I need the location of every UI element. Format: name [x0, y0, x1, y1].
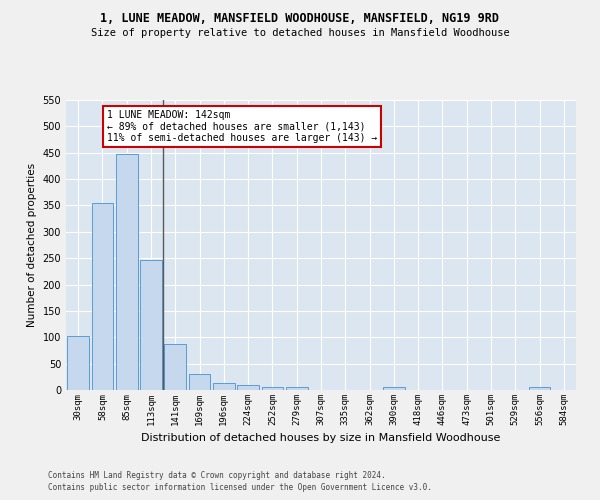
- Bar: [188, 374, 211, 390]
- Bar: [116, 154, 137, 390]
- Text: 1 LUNE MEADOW: 142sqm
← 89% of detached houses are smaller (1,143)
11% of semi-d: 1 LUNE MEADOW: 142sqm ← 89% of detached …: [107, 110, 377, 144]
- Bar: [262, 387, 283, 390]
- Bar: [140, 260, 162, 390]
- Bar: [164, 344, 186, 390]
- Bar: [91, 204, 113, 390]
- Text: Contains public sector information licensed under the Open Government Licence v3: Contains public sector information licen…: [48, 484, 432, 492]
- Y-axis label: Number of detached properties: Number of detached properties: [27, 163, 37, 327]
- Bar: [237, 386, 259, 390]
- Bar: [383, 387, 405, 390]
- Bar: [213, 383, 235, 390]
- Bar: [67, 336, 89, 390]
- Text: Size of property relative to detached houses in Mansfield Woodhouse: Size of property relative to detached ho…: [91, 28, 509, 38]
- Bar: [286, 387, 308, 390]
- Text: Contains HM Land Registry data © Crown copyright and database right 2024.: Contains HM Land Registry data © Crown c…: [48, 471, 386, 480]
- Bar: [529, 387, 550, 390]
- X-axis label: Distribution of detached houses by size in Mansfield Woodhouse: Distribution of detached houses by size …: [142, 434, 500, 444]
- Text: 1, LUNE MEADOW, MANSFIELD WOODHOUSE, MANSFIELD, NG19 9RD: 1, LUNE MEADOW, MANSFIELD WOODHOUSE, MAN…: [101, 12, 499, 26]
